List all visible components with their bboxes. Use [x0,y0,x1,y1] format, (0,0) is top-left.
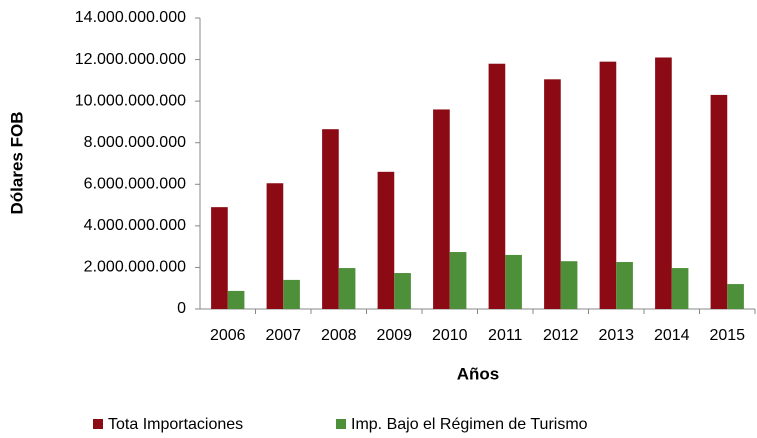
legend-swatch [93,419,103,429]
x-tick-label: 2015 [709,327,745,344]
bar [560,261,578,309]
x-axis-title: Años [457,364,500,383]
bar [488,63,506,309]
y-axis-title: Dólares FOB [7,112,26,215]
bar [727,284,744,309]
bar [671,268,689,309]
x-tick-label: 2007 [265,327,301,344]
x-tick-label: 2006 [210,327,246,344]
y-tick-label: 4.000.000.000 [84,217,186,234]
bar [616,262,633,309]
y-tick-label: 14.000.000.000 [75,9,186,26]
y-tick-label: 6.000.000.000 [84,176,186,193]
legend-swatch [336,419,346,429]
x-tick-label: 2012 [543,327,579,344]
bar [433,109,450,309]
x-tick-label: 2011 [488,327,523,344]
bar [377,171,395,309]
bar [266,183,284,309]
y-tick-label: 10.000.000.000 [75,92,186,109]
x-tick-label: 2008 [321,327,357,344]
x-tick-label: 2014 [654,327,690,344]
bar [655,57,672,309]
bar [283,279,300,309]
legend-label: Imp. Bajo el Régimen de Turismo [351,416,588,433]
y-tick-label: 12.000.000.000 [75,51,186,68]
y-tick-label: 2.000.000.000 [84,259,186,276]
legend-label: Tota Importaciones [108,416,243,433]
x-tick-label: 2013 [598,327,634,344]
x-tick-label: 2010 [432,327,468,344]
bar [338,268,356,309]
x-tick-label: 2009 [376,327,412,344]
bar [544,79,561,309]
bar [227,290,245,309]
bar [599,61,617,310]
bar [211,207,228,309]
bar [710,94,728,310]
y-tick-label: 8.000.000.000 [84,134,186,151]
bar [505,254,522,309]
bar [449,252,467,309]
bar [394,273,411,309]
y-tick-label: 0 [177,300,186,317]
bar [322,129,339,309]
